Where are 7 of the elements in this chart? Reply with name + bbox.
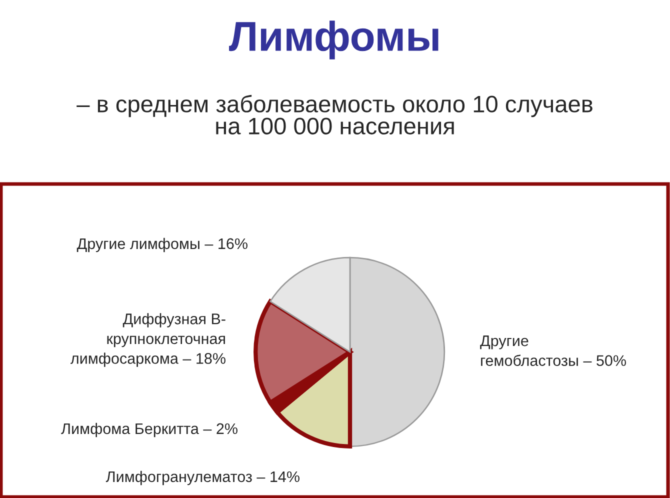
slice-label: Лимфогранулематоз – 14% <box>106 470 300 486</box>
chart-subtitle: – в среднем заболеваемость около 10 случаев на 100 000 населения <box>76 94 592 134</box>
slice-label: Другие гемобластозы – 50% <box>480 336 626 366</box>
slice-label: Диффузная В- крупноклеточная лимфосаркома – 18% <box>70 313 226 367</box>
slice-label: Лимфома Беркитта – 2% <box>61 422 238 438</box>
chart-title: Лимфомы <box>229 20 438 60</box>
slice-label: Другие лимфомы – 16% <box>76 238 248 252</box>
